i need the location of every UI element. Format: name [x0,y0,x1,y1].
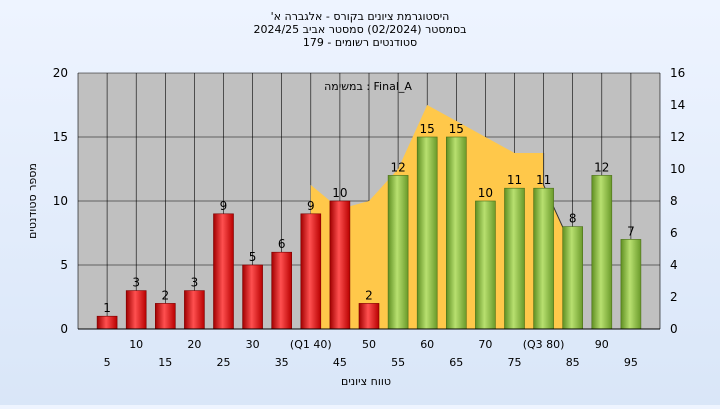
chart-title-line-2: בסמסטר (02/2024) סמסטר אביב 2024/25 [253,23,466,36]
bar-50 [358,303,380,330]
x-tick-label: 25 [217,356,231,369]
y2-tick-label: 16 [670,66,685,80]
bar-15 [155,303,176,330]
bar-q3-80 [533,187,554,330]
bar-65 [445,136,467,330]
x-tick-label: (Q3 80) [523,338,565,351]
data-label: 11 [507,173,522,187]
data-label: 1 [103,301,111,315]
data-label: 2 [365,288,373,302]
x-tick-label: 60 [420,338,434,351]
y-tick-label: 15 [53,130,68,144]
bar-85 [562,226,584,330]
data-label: 3 [132,276,140,290]
y-axis-title: מספר סטודנטים [26,163,39,239]
bar-75 [504,187,525,330]
y2-tick-label: 10 [670,162,685,176]
x-tick-label: 70 [478,338,492,351]
chart-title-line-1: 'היסטוגרמת ציונים בקורס - אלגברה א [271,10,450,23]
x-axis-ticks: 5 10 15 20 25 30 35(Q1 40)45 50 55 60 65 70 75(Q3 80… [104,338,638,369]
bar-95 [620,239,642,330]
x-tick-label: 95 [624,356,638,369]
bar-90 [591,175,613,330]
bar-70 [475,200,496,330]
data-label: 7 [627,224,635,238]
x-tick-label: 35 [275,356,289,369]
data-label: 11 [536,173,551,187]
x-tick-label: 75 [508,356,522,369]
bar-35 [271,251,293,330]
y-axis-ticks: 0 5 10 15 20 [53,66,68,336]
y2-tick-label: 14 [670,98,685,112]
data-label: 9 [220,199,228,213]
x-tick-label: 85 [566,356,580,369]
bar-series [96,136,642,330]
x-tick-label: 10 [129,338,143,351]
bar-55 [387,175,409,330]
data-label: 3 [191,276,199,290]
bar-25 [213,213,234,330]
y2-tick-label: 8 [670,194,678,208]
data-labels: 1 3 2 3 9 5 6 9 10 2 12 15 15 10 11 11 8 12 7 [103,122,634,315]
x-tick-label: 65 [449,356,463,369]
y-tick-label: 10 [53,194,68,208]
data-label: 15 [449,122,464,136]
data-label: 12 [594,160,609,174]
y2-tick-label: 12 [670,130,685,144]
y2-tick-label: 6 [670,226,678,240]
chart-title-line-3: סטודנטים רשומים - 179 [303,36,417,49]
bar-5 [96,315,118,330]
y2-axis-ticks: 0 2 4 6 8 10 12 14 16 [670,66,685,336]
x-tick-label: 5 [104,356,111,369]
x-tick-label: (Q1 40) [290,338,332,351]
y-tick-label: 20 [53,66,68,80]
x-axis-title: טווח ציונים [341,375,391,388]
y2-tick-label: 4 [670,258,678,272]
x-tick-label: 45 [333,356,347,369]
y-tick-label: 0 [60,322,68,336]
bar-20 [184,290,205,330]
x-tick-label: 55 [391,356,405,369]
data-label: 12 [390,160,405,174]
x-tick-label: 20 [187,338,201,351]
data-label: 9 [307,199,315,213]
bar-10 [125,290,147,330]
data-label: 5 [249,250,257,264]
chart-title-block: 'היסטוגרמת ציונים בקורס - אלגברה א בסמסט… [253,10,466,49]
data-label: 15 [420,122,435,136]
bar-q1-40 [300,213,322,330]
bar-30 [242,264,263,330]
y2-tick-label: 0 [670,322,678,336]
data-label: 2 [161,288,169,302]
bar-45 [329,200,351,330]
x-tick-label: 90 [595,338,609,351]
y-tick-label: 5 [60,258,68,272]
data-label: 6 [278,237,286,251]
bar-60 [416,136,438,330]
data-label: 10 [332,186,347,200]
x-tick-label: 30 [246,338,260,351]
y2-tick-label: 2 [670,290,678,304]
x-tick-label: 15 [158,356,172,369]
x-tick-label: 50 [362,338,376,351]
chart-annotation: במשימה : Final_A [324,80,412,93]
data-label: 10 [478,186,493,200]
data-label: 8 [569,212,577,226]
